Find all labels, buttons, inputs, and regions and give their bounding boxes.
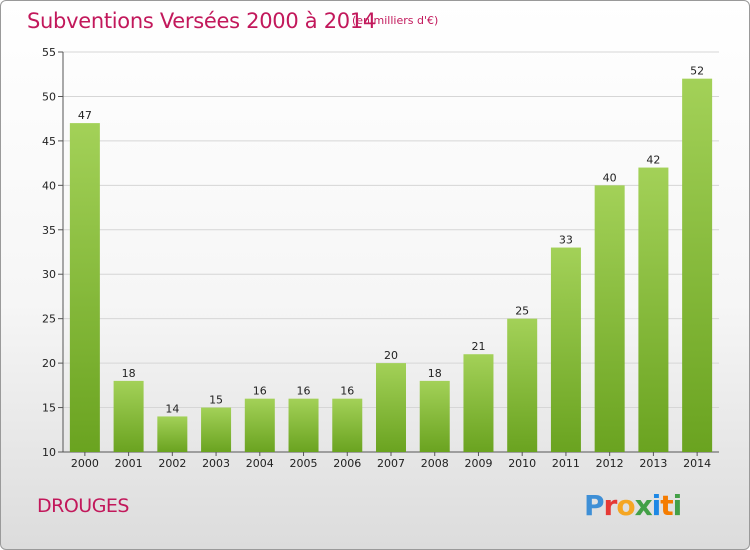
bar xyxy=(594,185,625,453)
x-tick-label: 2000 xyxy=(71,457,99,470)
bar-value-label: 33 xyxy=(559,234,573,247)
x-tick-label: 2001 xyxy=(115,457,143,470)
logo-letter: x xyxy=(634,489,653,522)
y-tick-label: 40 xyxy=(42,179,56,192)
x-tick-label: 2012 xyxy=(596,457,624,470)
bar xyxy=(376,363,406,452)
logo-letter: t xyxy=(660,489,673,522)
bar xyxy=(550,247,581,452)
bar-value-label: 40 xyxy=(603,171,617,184)
y-tick-label: 50 xyxy=(42,90,56,103)
y-tick-label: 55 xyxy=(42,46,56,59)
x-tick-label: 2011 xyxy=(552,457,580,470)
bar-value-label: 42 xyxy=(646,154,660,167)
bar-value-label: 52 xyxy=(690,65,704,78)
chart-unit: (en milliers d'€) xyxy=(352,14,439,27)
bar xyxy=(288,398,319,452)
logo-letter: i xyxy=(672,489,683,522)
x-tick-label: 2007 xyxy=(377,457,405,470)
logo-letter: o xyxy=(616,489,635,522)
logo-letter: P xyxy=(584,489,605,522)
bar xyxy=(244,398,275,452)
y-tick-label: 25 xyxy=(42,313,56,326)
bar-value-label: 16 xyxy=(297,385,311,398)
commune-name: DROUGES xyxy=(37,495,129,517)
x-tick-label: 2009 xyxy=(464,457,492,470)
bar-value-label: 16 xyxy=(340,385,354,398)
x-tick-label: 2014 xyxy=(683,457,711,470)
proxiti-logo: Proxiti xyxy=(584,489,683,522)
bar xyxy=(507,318,538,452)
x-tick-label: 2013 xyxy=(639,457,667,470)
bar-value-label: 47 xyxy=(78,109,92,122)
bar-value-label: 18 xyxy=(428,367,442,380)
bar xyxy=(157,416,188,452)
bar xyxy=(638,167,669,453)
chart-title: Subventions Versées 2000 à 2014 xyxy=(27,9,376,33)
bar xyxy=(69,123,100,452)
bar xyxy=(332,398,363,452)
bar-value-label: 25 xyxy=(515,305,529,318)
bar-value-label: 18 xyxy=(122,367,136,380)
bar xyxy=(113,380,144,452)
bar-value-label: 15 xyxy=(209,394,223,407)
bar-value-label: 20 xyxy=(384,349,398,362)
x-tick-label: 2002 xyxy=(158,457,186,470)
bar-value-label: 14 xyxy=(165,402,179,415)
y-tick-label: 15 xyxy=(42,402,56,415)
bar xyxy=(201,407,232,452)
x-tick-label: 2004 xyxy=(246,457,274,470)
x-tick-label: 2003 xyxy=(202,457,230,470)
bar-value-label: 16 xyxy=(253,385,267,398)
x-tick-label: 2006 xyxy=(333,457,361,470)
bar xyxy=(419,380,450,452)
x-tick-label: 2010 xyxy=(508,457,536,470)
bar xyxy=(682,78,713,453)
logo-letter: i xyxy=(651,489,662,522)
bar-value-label: 21 xyxy=(471,340,485,353)
y-tick-label: 35 xyxy=(42,224,56,237)
y-tick-label: 10 xyxy=(42,446,56,459)
x-tick-label: 2008 xyxy=(421,457,449,470)
logo-letter: r xyxy=(603,489,618,522)
y-tick-label: 20 xyxy=(42,357,56,370)
y-tick-label: 45 xyxy=(42,135,56,148)
x-tick-label: 2005 xyxy=(290,457,318,470)
y-tick-label: 30 xyxy=(42,268,56,281)
bar xyxy=(463,354,494,452)
